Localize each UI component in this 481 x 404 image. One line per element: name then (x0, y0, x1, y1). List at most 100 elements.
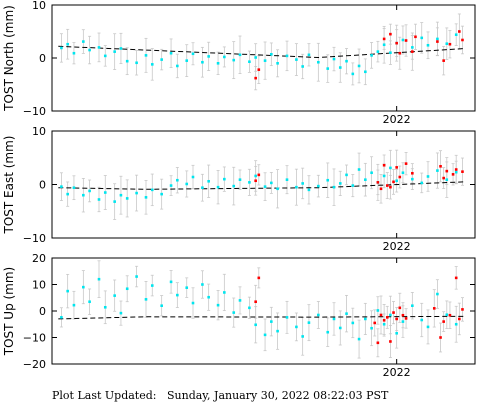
data-point (398, 306, 402, 310)
data-point (191, 301, 195, 305)
data-point (448, 42, 452, 46)
series-daily (60, 33, 458, 76)
y-tick-label: 20 (32, 252, 46, 265)
data-point (385, 184, 389, 187)
y-tick-label: 10 (32, 125, 46, 138)
data-point (332, 185, 336, 189)
data-point (301, 335, 304, 338)
data-point (401, 38, 405, 42)
data-point (301, 65, 304, 68)
error-bars (59, 260, 464, 359)
data-point (113, 200, 116, 203)
data-point (160, 58, 163, 61)
data-point (66, 192, 69, 196)
data-point (207, 55, 210, 58)
data-point (295, 58, 298, 61)
data-point (345, 173, 348, 177)
data-point (232, 311, 236, 314)
data-point (232, 58, 236, 62)
data-point (451, 173, 455, 176)
data-point (238, 178, 242, 181)
y-axis-title: TOST North (mm) (2, 5, 16, 112)
series-recent (254, 30, 464, 80)
data-point (426, 175, 430, 178)
data-point (442, 59, 445, 62)
data-point (216, 303, 220, 307)
data-point (254, 300, 257, 304)
data-point (295, 325, 298, 329)
data-point (398, 175, 402, 179)
data-point (125, 287, 129, 291)
data-point (420, 318, 424, 322)
data-point (88, 189, 91, 193)
data-point (60, 316, 63, 319)
y-tick-label: 10 (32, 279, 46, 292)
data-point (113, 50, 116, 53)
data-point (389, 185, 392, 189)
data-point (364, 178, 367, 181)
data-point (389, 32, 392, 36)
data-point (389, 51, 392, 54)
data-point (135, 275, 138, 278)
data-point (357, 64, 361, 68)
data-point (144, 196, 148, 199)
data-point (72, 303, 76, 307)
data-point (223, 291, 226, 294)
data-point (395, 179, 398, 183)
data-point (144, 54, 148, 57)
data-point (326, 178, 330, 182)
trend-line (58, 45, 466, 59)
data-point (307, 53, 311, 57)
data-point (345, 312, 348, 315)
data-point (338, 182, 342, 185)
series-recent (254, 162, 464, 191)
panel-3: 20 10 0 −10 −20 2022 TOST Up (mm) (2, 252, 476, 379)
y-tick-label: −10 (23, 232, 46, 245)
data-point (389, 313, 392, 317)
data-point (82, 193, 85, 197)
data-point (176, 293, 179, 297)
data-point (442, 320, 445, 323)
data-point (461, 308, 464, 311)
data-point (176, 178, 179, 182)
data-point (439, 336, 442, 339)
data-point (404, 162, 408, 165)
data-point (257, 68, 261, 71)
data-point (436, 292, 439, 296)
data-point (326, 330, 330, 334)
data-point (392, 180, 395, 184)
data-point (395, 166, 398, 169)
data-point (420, 36, 424, 40)
data-point (436, 40, 439, 43)
data-point (176, 64, 179, 68)
data-point (370, 54, 373, 57)
x-tick-label: 2022 (383, 113, 411, 126)
data-point (270, 52, 273, 56)
data-point (392, 311, 395, 314)
data-point (426, 43, 430, 47)
data-point (351, 72, 355, 76)
data-point (376, 341, 380, 345)
data-point (72, 186, 76, 190)
data-point (276, 62, 279, 65)
data-point (445, 169, 449, 173)
data-point (317, 60, 320, 64)
data-point (254, 56, 257, 59)
data-point (461, 170, 464, 173)
data-point (207, 179, 210, 183)
y-tick-label: −20 (23, 358, 46, 371)
data-point (332, 317, 336, 321)
series-daily (60, 275, 458, 341)
data-point (401, 320, 405, 323)
data-point (370, 326, 373, 330)
data-point (238, 53, 242, 57)
data-point (401, 171, 405, 175)
data-point (404, 317, 408, 320)
data-point (411, 46, 414, 49)
trend-line (58, 315, 466, 320)
data-point (395, 331, 398, 335)
data-point (385, 316, 389, 319)
data-point (454, 168, 458, 171)
y-tick-label: 10 (32, 0, 46, 12)
data-point (411, 50, 414, 53)
